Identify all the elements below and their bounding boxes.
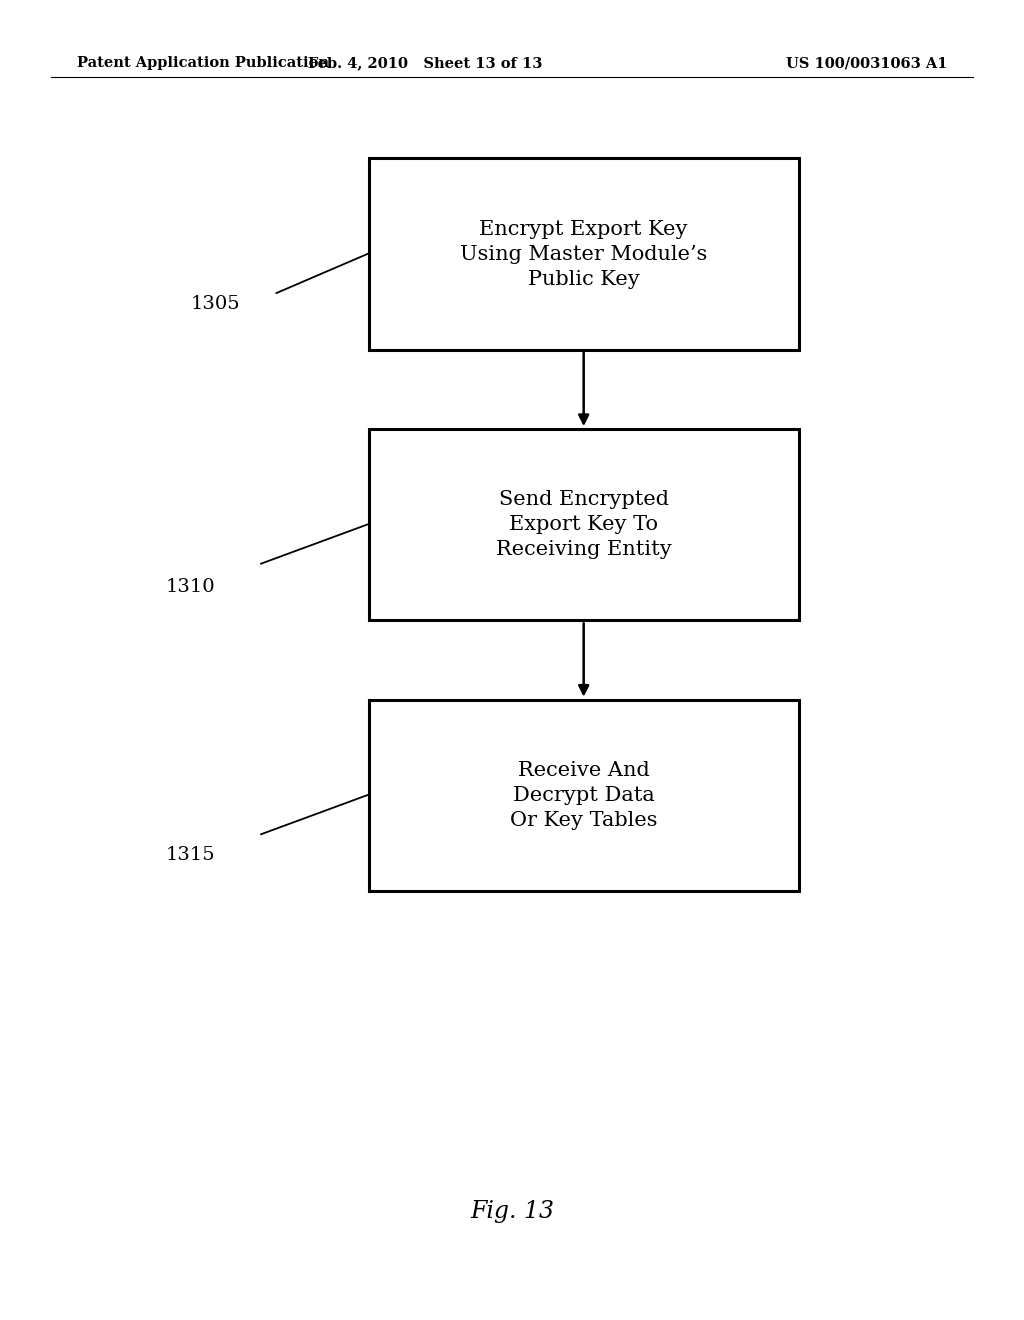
Text: US 100/0031063 A1: US 100/0031063 A1 [785, 57, 947, 70]
Bar [369, 700, 799, 891]
Text: Encrypt Export Key
Using Master Module’s
Public Key: Encrypt Export Key Using Master Module’s… [460, 219, 708, 289]
Text: Patent Application Publication: Patent Application Publication [77, 57, 329, 70]
Bar [369, 429, 799, 620]
Text: Send Encrypted
Export Key To
Receiving Entity: Send Encrypted Export Key To Receiving E… [496, 490, 672, 560]
Text: 1305: 1305 [191, 294, 241, 313]
Text: 1315: 1315 [166, 846, 215, 865]
Bar [369, 158, 799, 350]
Text: Feb. 4, 2010   Sheet 13 of 13: Feb. 4, 2010 Sheet 13 of 13 [308, 57, 542, 70]
Text: Fig. 13: Fig. 13 [470, 1200, 554, 1224]
Text: 1310: 1310 [166, 578, 215, 597]
Text: Receive And
Decrypt Data
Or Key Tables: Receive And Decrypt Data Or Key Tables [510, 760, 657, 830]
